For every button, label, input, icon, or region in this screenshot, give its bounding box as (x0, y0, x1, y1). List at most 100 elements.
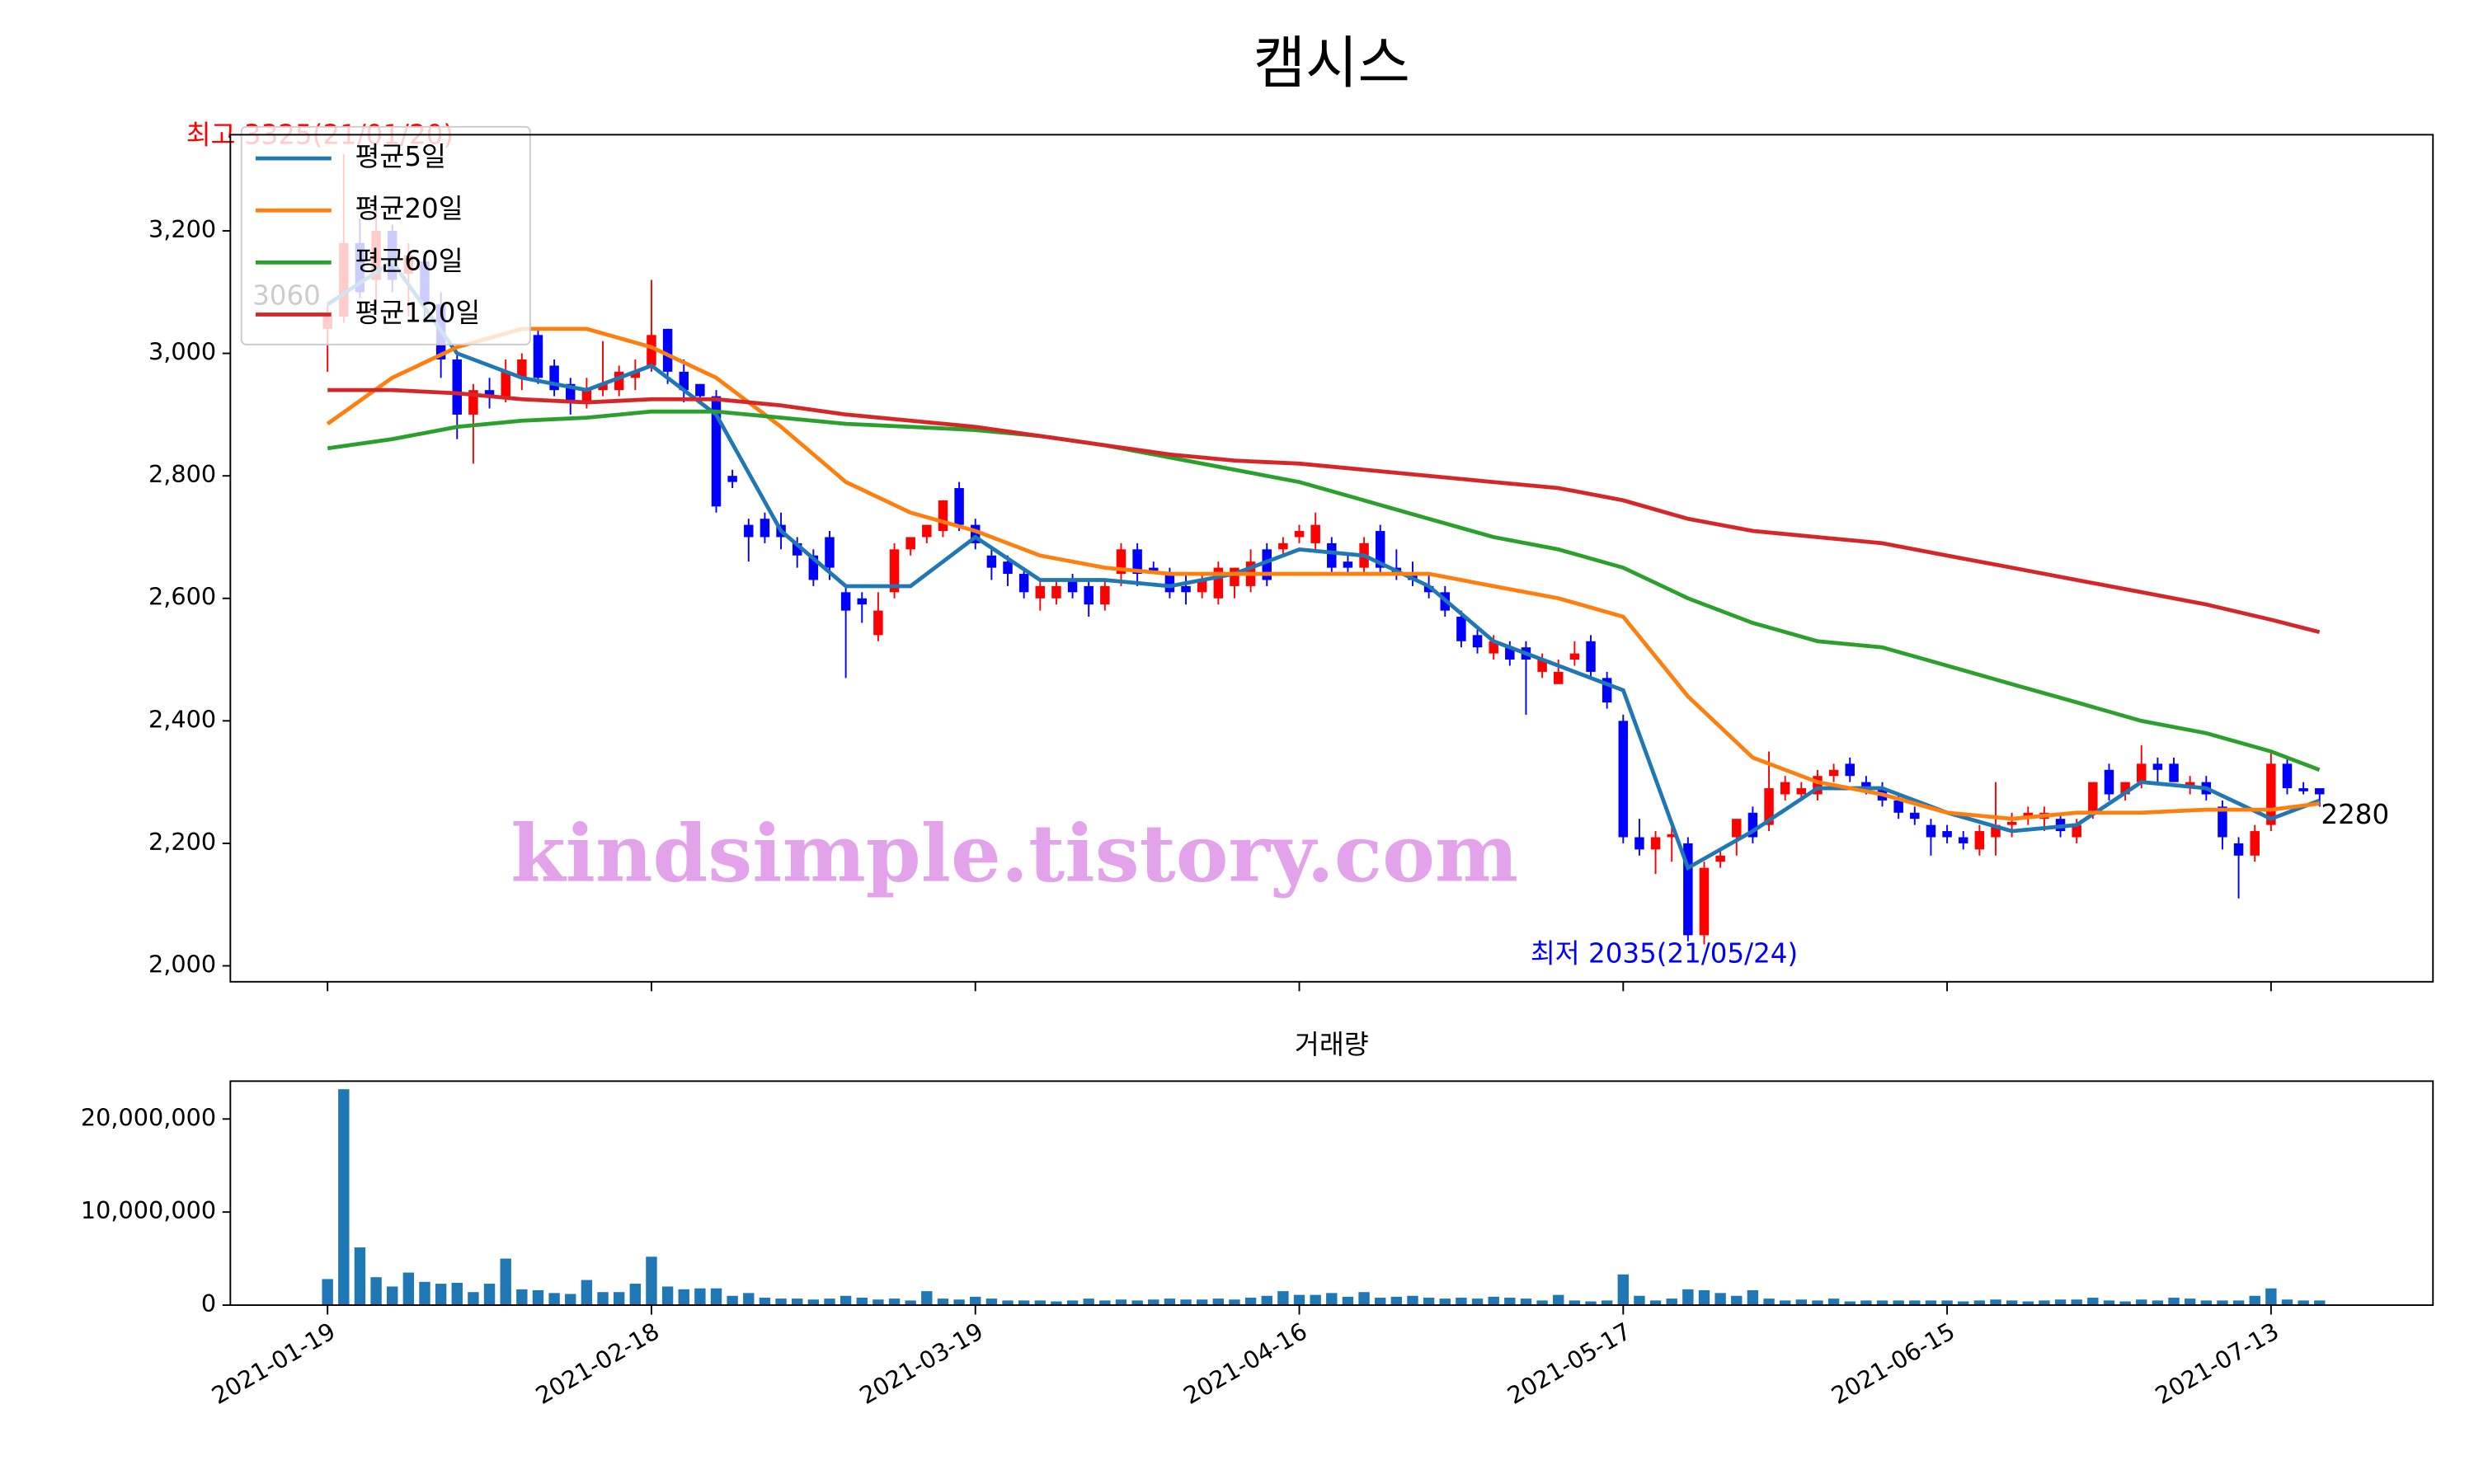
volume-bar (661, 1286, 674, 1306)
candle-body (1747, 812, 1758, 838)
volume-bar (1747, 1289, 1759, 1306)
candle-body (1213, 567, 1224, 599)
candle-body (1132, 549, 1142, 575)
volume-bar (2249, 1295, 2260, 1306)
volume-bar (1488, 1296, 1499, 1306)
y-tick-label: 2,800 (148, 460, 216, 488)
candle-body (1084, 585, 1094, 605)
subplot-title: 거래량 (1295, 1029, 1369, 1060)
volume-bar (1634, 1295, 1645, 1306)
volume-bar (1520, 1298, 1532, 1306)
volume-bar (468, 1292, 479, 1306)
volume-bar (613, 1292, 625, 1306)
candle-body (1796, 788, 1807, 795)
candle-body (1845, 763, 1855, 777)
volume-bar (1649, 1300, 1662, 1306)
candle-body (2282, 763, 2293, 789)
volume-bar (1958, 1301, 1969, 1306)
volume-bar (1277, 1291, 1289, 1306)
candle-body (614, 371, 624, 391)
candle-body (1634, 837, 1644, 850)
y-tick-label: 2,200 (148, 828, 216, 856)
volume-bar (1212, 1298, 1225, 1306)
volume-bar (1051, 1301, 1062, 1306)
volume-bar (759, 1298, 771, 1306)
candle-body (1230, 567, 1239, 586)
volume-bar (2119, 1301, 2131, 1306)
candle-body (1554, 671, 1564, 684)
volume-bar (516, 1289, 528, 1306)
volume-bar (743, 1293, 755, 1306)
volume-bar (1812, 1300, 1823, 1306)
volume-bar (1876, 1300, 1888, 1306)
volume-bar (1698, 1289, 1710, 1306)
volume-bar (1601, 1300, 1613, 1306)
volume-bar (1439, 1298, 1451, 1306)
candle-body (1018, 574, 1029, 593)
volume-bar (727, 1295, 738, 1306)
volume-bar (2184, 1298, 2196, 1306)
volume-bar (419, 1281, 430, 1306)
annotation: 최저 2035(21/05/24) (1531, 937, 1798, 969)
candle-body (825, 537, 835, 568)
volume-bar (1827, 1298, 1840, 1306)
candle-body (1067, 580, 1078, 593)
candle-body (1456, 617, 1466, 641)
candle-body (1327, 542, 1337, 568)
volume-bar (1342, 1296, 1354, 1306)
candle-body (679, 371, 689, 391)
volume-bar (1244, 1298, 1257, 1306)
candle-body (1602, 678, 1612, 703)
volume-bar (1714, 1293, 1726, 1306)
volume-bar (402, 1272, 415, 1306)
volume-bar (1310, 1294, 1321, 1306)
y-tick-label: 3,200 (148, 215, 216, 243)
candle-body (2152, 763, 2163, 770)
y-tick-label: 3,000 (148, 338, 216, 366)
volume-bar (1196, 1299, 1208, 1306)
volume-bar (387, 1286, 398, 1306)
volume-bar (1973, 1300, 1986, 1306)
volume-bar (1617, 1274, 1629, 1306)
candle-body (647, 335, 656, 366)
candle-body (1732, 819, 1742, 838)
volume-bar (775, 1298, 787, 1306)
candle-body (1764, 788, 1774, 825)
volume-bar (2217, 1300, 2228, 1306)
candle-body (760, 519, 770, 538)
candle-body (1813, 776, 1823, 795)
volume-bar (451, 1282, 463, 1306)
candle-body (873, 610, 883, 636)
ma-line (326, 326, 2320, 821)
volume-bar (872, 1299, 884, 1306)
candle-body (1586, 641, 1596, 672)
volume-bar (1034, 1300, 1046, 1306)
candle-body (2137, 763, 2147, 782)
volume-bar (905, 1300, 916, 1306)
volume-bar (985, 1298, 998, 1306)
candle-body (662, 328, 673, 372)
volume-bar (1148, 1299, 1159, 1306)
candle-body (1991, 824, 2001, 838)
annotation: 2280 (2321, 799, 2389, 830)
candle-body (566, 383, 576, 403)
candle-body (1262, 549, 1272, 580)
volume-bar (710, 1288, 722, 1306)
volume-bar (1083, 1298, 1094, 1306)
volume-bar (1779, 1300, 1791, 1306)
volume-bar (2265, 1288, 2277, 1306)
ma-line (327, 409, 2321, 773)
volume-bar (1390, 1296, 1403, 1306)
volume-bar (2103, 1300, 2115, 1306)
volume-bar (1471, 1298, 1484, 1306)
volume-bar (2039, 1300, 2050, 1306)
ma-line (326, 258, 2321, 871)
volume-bar (1375, 1298, 1386, 1306)
volume-bar (1115, 1299, 1127, 1306)
volume-bar (2232, 1300, 2245, 1306)
volume-bar (483, 1284, 496, 1306)
watermark: kindsimple.tistory.com (510, 806, 1518, 899)
volume-bar (435, 1284, 447, 1306)
candle-body (1667, 834, 1677, 838)
